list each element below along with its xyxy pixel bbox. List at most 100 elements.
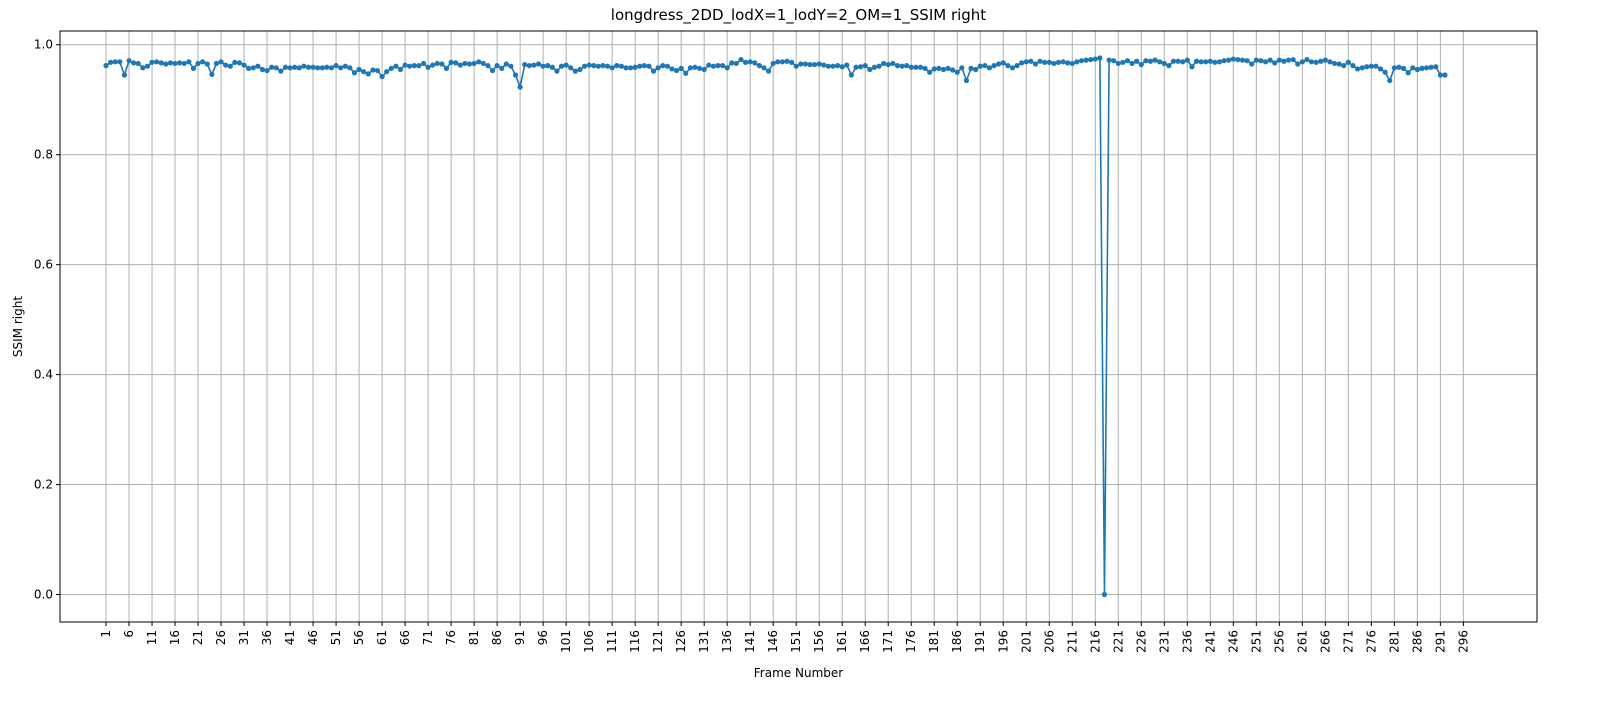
data-point: [908, 64, 914, 70]
data-point: [913, 64, 919, 70]
data-point: [1046, 59, 1052, 65]
data-point: [1216, 59, 1223, 65]
data-point: [1267, 57, 1273, 63]
data-point: [844, 62, 850, 68]
data-point: [540, 63, 546, 69]
data-point: [236, 60, 243, 66]
data-point: [1373, 63, 1379, 69]
data-point: [687, 65, 693, 71]
data-point: [591, 63, 597, 69]
x-tick-label: 116: [628, 630, 642, 653]
data-point: [742, 59, 749, 65]
data-point: [149, 59, 155, 65]
data-point: [1400, 65, 1407, 71]
x-tick-label: 1: [99, 630, 113, 638]
data-point: [991, 63, 997, 69]
y-tick-label: 0.2: [34, 478, 53, 492]
data-point: [1009, 65, 1016, 71]
data-point: [489, 67, 496, 74]
data-point: [103, 63, 109, 69]
data-point: [384, 69, 390, 75]
data-point: [789, 59, 795, 65]
data-point: [177, 60, 183, 66]
data-point: [899, 63, 905, 69]
data-point: [1207, 58, 1213, 64]
data-point: [830, 63, 836, 69]
x-tick-label: 206: [1042, 630, 1056, 653]
x-tick-label: 81: [467, 630, 481, 645]
data-point: [729, 60, 735, 66]
x-tick-label: 101: [559, 630, 573, 653]
data-point: [853, 64, 859, 70]
x-tick-label: 226: [1134, 630, 1148, 653]
data-point: [526, 63, 532, 69]
data-point: [756, 63, 762, 69]
data-point: [1377, 66, 1384, 72]
data-point: [416, 63, 422, 69]
data-point: [807, 61, 813, 68]
data-point: [917, 64, 924, 70]
data-point: [719, 63, 726, 69]
data-point: [1221, 58, 1227, 64]
data-point: [1272, 60, 1278, 66]
data-point: [204, 61, 210, 67]
data-point: [572, 68, 578, 74]
x-tick-label: 291: [1433, 630, 1447, 653]
data-point: [328, 65, 335, 71]
x-tick-label: 236: [1180, 630, 1194, 653]
data-point: [434, 60, 440, 67]
x-axis-label: Frame Number: [754, 666, 843, 680]
x-tick-label: 296: [1456, 630, 1470, 653]
data-point: [241, 62, 247, 68]
data-point: [1092, 56, 1098, 62]
data-point: [264, 67, 270, 74]
x-tick-label: 186: [950, 630, 964, 653]
data-point: [1396, 64, 1402, 70]
data-point: [1368, 63, 1374, 69]
data-point: [655, 65, 661, 71]
x-axis-ticks: 1 6 11 16 21 26 31 36 41 46 51 56 61 66 71 76 81 86 91 96 10…: [99, 622, 1470, 653]
data-point: [1101, 591, 1108, 598]
y-tick-label: 0.8: [34, 148, 53, 162]
data-point: [858, 64, 864, 70]
data-point: [747, 59, 753, 65]
data-point: [1005, 63, 1011, 69]
data-point: [315, 65, 321, 71]
data-point: [1336, 61, 1342, 67]
data-point: [439, 61, 445, 67]
data-point: [476, 59, 482, 65]
data-point: [554, 68, 560, 74]
data-point: [1129, 60, 1135, 67]
x-tick-label: 276: [1364, 630, 1378, 653]
data-point: [135, 60, 141, 67]
data-point: [195, 60, 201, 67]
data-point: [862, 63, 868, 69]
data-point: [1382, 69, 1388, 75]
data-point: [448, 59, 454, 65]
data-point: [1433, 64, 1439, 70]
x-tick-label: 191: [973, 630, 987, 653]
data-point: [1065, 60, 1071, 66]
data-point: [305, 64, 312, 70]
x-tick-label: 181: [927, 630, 941, 653]
x-tick-label: 36: [260, 630, 274, 645]
data-point: [959, 65, 965, 71]
data-point: [269, 64, 275, 70]
x-tick-label: 26: [214, 630, 228, 645]
data-point: [1354, 66, 1361, 72]
data-point: [1414, 66, 1420, 73]
data-point: [301, 63, 307, 69]
data-point: [200, 59, 206, 65]
data-point: [223, 62, 229, 68]
data-point: [117, 59, 123, 65]
data-point: [632, 64, 638, 70]
data-point: [1350, 63, 1356, 69]
data-point: [163, 61, 169, 67]
data-point: [1019, 60, 1025, 66]
data-point: [218, 59, 224, 65]
data-point: [1161, 60, 1167, 67]
data-point: [227, 63, 233, 69]
data-point: [1299, 59, 1305, 65]
data-point: [835, 63, 841, 69]
data-point: [641, 63, 647, 69]
